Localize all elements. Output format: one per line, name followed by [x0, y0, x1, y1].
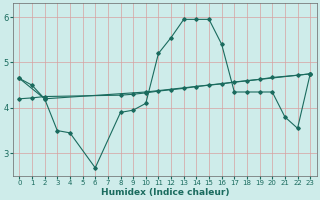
- X-axis label: Humidex (Indice chaleur): Humidex (Indice chaleur): [100, 188, 229, 197]
